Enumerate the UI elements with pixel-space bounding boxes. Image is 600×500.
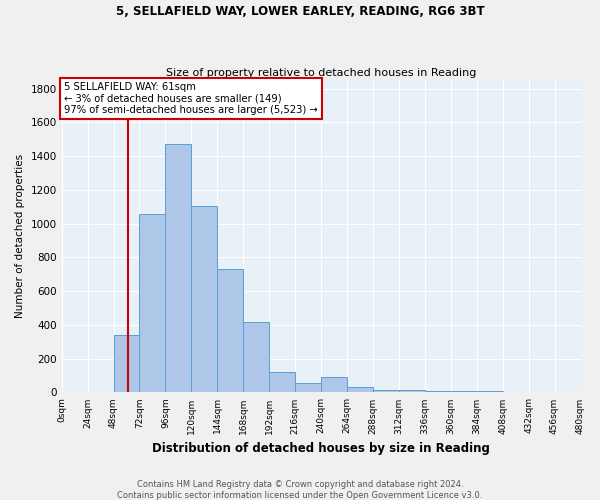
Y-axis label: Number of detached properties: Number of detached properties — [15, 154, 25, 318]
Bar — [217, 269, 243, 392]
Bar — [321, 377, 347, 392]
Bar — [425, 391, 451, 392]
Bar — [113, 335, 139, 392]
Bar — [295, 383, 321, 392]
Bar — [347, 388, 373, 392]
Bar — [269, 372, 295, 392]
Bar — [243, 322, 269, 392]
Bar — [139, 214, 166, 392]
Text: 5 SELLAFIELD WAY: 61sqm
← 3% of detached houses are smaller (149)
97% of semi-de: 5 SELLAFIELD WAY: 61sqm ← 3% of detached… — [64, 82, 318, 115]
X-axis label: Distribution of detached houses by size in Reading: Distribution of detached houses by size … — [152, 442, 490, 455]
Title: Size of property relative to detached houses in Reading: Size of property relative to detached ho… — [166, 68, 476, 78]
Bar — [451, 391, 477, 392]
Text: 5, SELLAFIELD WAY, LOWER EARLEY, READING, RG6 3BT: 5, SELLAFIELD WAY, LOWER EARLEY, READING… — [116, 5, 484, 18]
Bar — [191, 206, 217, 392]
Text: Contains HM Land Registry data © Crown copyright and database right 2024.
Contai: Contains HM Land Registry data © Crown c… — [118, 480, 482, 500]
Bar — [166, 144, 191, 392]
Bar — [399, 390, 425, 392]
Bar — [373, 390, 399, 392]
